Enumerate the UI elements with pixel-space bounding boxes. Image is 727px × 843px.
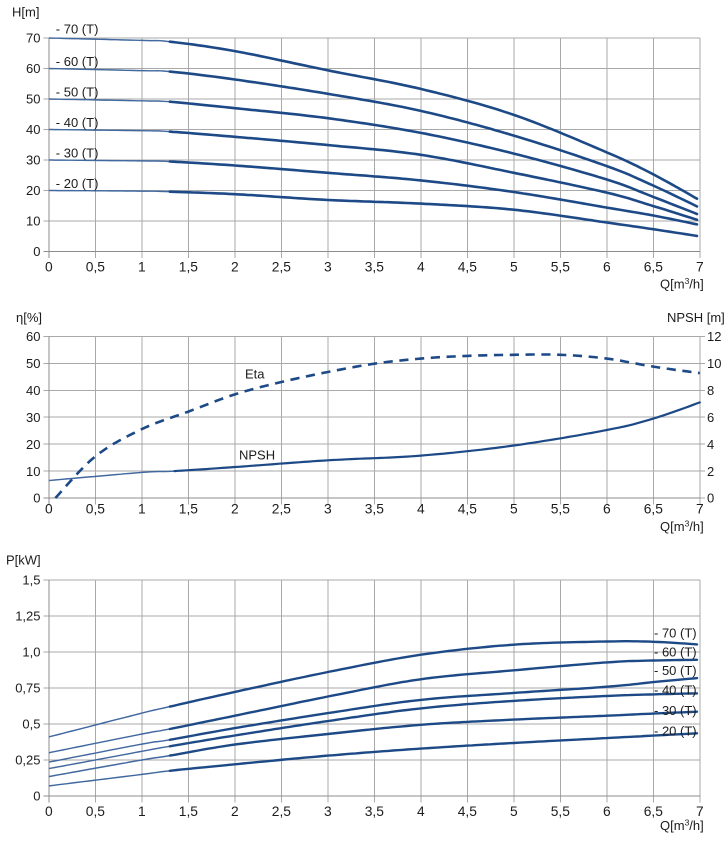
svg-text:3: 3 [324, 804, 332, 819]
svg-text:1,5: 1,5 [179, 260, 199, 275]
svg-text:20: 20 [26, 183, 40, 198]
svg-text:- 30 (T): - 30 (T) [654, 703, 697, 718]
svg-text:NPSH: NPSH [239, 448, 275, 463]
svg-text:0,5: 0,5 [22, 717, 40, 732]
svg-text:2: 2 [231, 804, 239, 819]
svg-text:4,5: 4,5 [458, 502, 478, 517]
svg-text:30: 30 [26, 153, 40, 168]
svg-text:30: 30 [26, 410, 40, 425]
svg-text:12: 12 [707, 329, 721, 344]
svg-text:8: 8 [707, 383, 714, 398]
svg-text:- 20 (T): - 20 (T) [56, 176, 99, 191]
svg-text:5: 5 [510, 260, 518, 275]
svg-text:1,5: 1,5 [179, 804, 199, 819]
svg-text:10: 10 [26, 214, 40, 229]
svg-text:0,25: 0,25 [15, 753, 40, 768]
svg-text:H[m]: H[m] [12, 5, 39, 20]
svg-text:0: 0 [45, 502, 53, 517]
svg-text:- 50 (T): - 50 (T) [654, 663, 697, 678]
svg-text:4: 4 [417, 502, 425, 517]
svg-text:6: 6 [603, 502, 611, 517]
svg-text:- 70 (T): - 70 (T) [654, 626, 697, 641]
svg-text:2,5: 2,5 [272, 260, 292, 275]
svg-text:- 40 (T): - 40 (T) [56, 115, 99, 130]
svg-text:Q[m3/h]: Q[m3/h] [660, 519, 704, 535]
svg-text:0,5: 0,5 [86, 804, 106, 819]
svg-text:- 70 (T): - 70 (T) [56, 21, 99, 36]
svg-text:- 30 (T): - 30 (T) [56, 146, 99, 161]
svg-text:3: 3 [324, 260, 332, 275]
svg-text:1: 1 [138, 804, 146, 819]
svg-text:50: 50 [26, 92, 40, 107]
svg-text:0: 0 [45, 260, 53, 275]
svg-text:4,5: 4,5 [458, 260, 478, 275]
svg-text:7: 7 [696, 260, 704, 275]
svg-text:6,5: 6,5 [644, 804, 664, 819]
svg-text:0: 0 [33, 244, 40, 259]
svg-text:5: 5 [510, 804, 518, 819]
svg-text:0: 0 [707, 491, 714, 506]
svg-text:- 40 (T): - 40 (T) [654, 683, 697, 698]
svg-text:Q[m3/h]: Q[m3/h] [660, 276, 704, 292]
svg-text:3,5: 3,5 [365, 260, 385, 275]
svg-text:2: 2 [231, 260, 239, 275]
svg-text:5,5: 5,5 [551, 260, 571, 275]
svg-text:1: 1 [138, 502, 146, 517]
svg-text:1,25: 1,25 [15, 609, 40, 624]
svg-text:5: 5 [510, 502, 518, 517]
svg-text:7: 7 [696, 502, 704, 517]
svg-text:50: 50 [26, 356, 40, 371]
svg-text:2,5: 2,5 [272, 804, 292, 819]
svg-text:1,0: 1,0 [22, 645, 40, 660]
svg-text:60: 60 [26, 61, 40, 76]
svg-text:6: 6 [707, 410, 714, 425]
svg-text:70: 70 [26, 31, 40, 46]
svg-text:6,5: 6,5 [644, 502, 664, 517]
svg-text:0,5: 0,5 [86, 502, 106, 517]
svg-text:0: 0 [33, 491, 40, 506]
svg-text:40: 40 [26, 383, 40, 398]
svg-text:Q[m3/h]: Q[m3/h] [660, 818, 704, 834]
svg-text:1,5: 1,5 [22, 573, 40, 588]
svg-text:4,5: 4,5 [458, 804, 478, 819]
svg-text:- 60 (T): - 60 (T) [654, 645, 697, 660]
svg-text:5,5: 5,5 [551, 804, 571, 819]
svg-text:- 60 (T): - 60 (T) [56, 54, 99, 69]
svg-text:η[%]: η[%] [16, 310, 42, 325]
svg-text:2: 2 [707, 464, 714, 479]
svg-text:5,5: 5,5 [551, 502, 571, 517]
svg-text:3,5: 3,5 [365, 804, 385, 819]
svg-text:- 50 (T): - 50 (T) [56, 85, 99, 100]
svg-text:0,75: 0,75 [15, 681, 40, 696]
svg-text:3,5: 3,5 [365, 502, 385, 517]
svg-text:2,5: 2,5 [272, 502, 292, 517]
svg-text:- 20 (T): - 20 (T) [654, 724, 697, 739]
svg-text:Eta: Eta [245, 367, 265, 382]
svg-text:20: 20 [26, 437, 40, 452]
svg-text:6: 6 [603, 804, 611, 819]
svg-text:4: 4 [417, 260, 425, 275]
svg-text:P[kW]: P[kW] [6, 553, 41, 568]
svg-text:0: 0 [45, 804, 53, 819]
svg-text:0,5: 0,5 [86, 260, 106, 275]
svg-text:10: 10 [26, 464, 40, 479]
svg-text:4: 4 [417, 804, 425, 819]
svg-text:3: 3 [324, 502, 332, 517]
svg-text:60: 60 [26, 329, 40, 344]
svg-text:4: 4 [707, 437, 714, 452]
svg-text:6,5: 6,5 [644, 260, 664, 275]
svg-text:2: 2 [231, 502, 239, 517]
svg-text:0: 0 [33, 789, 40, 804]
svg-text:1: 1 [138, 260, 146, 275]
svg-text:7: 7 [696, 804, 704, 819]
svg-text:6: 6 [603, 260, 611, 275]
svg-text:1,5: 1,5 [179, 502, 199, 517]
svg-text:NPSH [m]: NPSH [m] [667, 310, 725, 325]
svg-text:40: 40 [26, 122, 40, 137]
svg-text:10: 10 [707, 356, 721, 371]
